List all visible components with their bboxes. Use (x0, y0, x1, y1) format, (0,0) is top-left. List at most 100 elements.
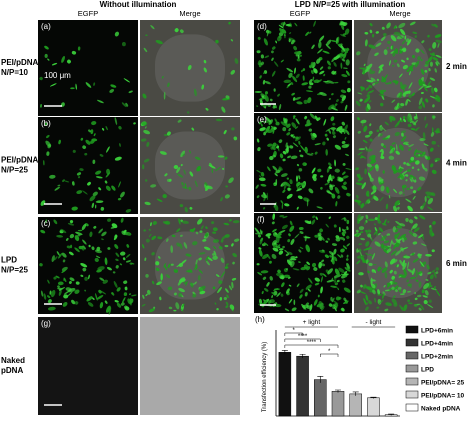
cell (99, 301, 104, 309)
cell (142, 93, 147, 99)
cell (437, 42, 440, 48)
cell (393, 282, 398, 285)
cell (368, 84, 373, 89)
cell (332, 300, 339, 304)
cell (145, 34, 148, 36)
cell (326, 39, 332, 46)
cell (49, 290, 52, 295)
cell (230, 39, 234, 42)
cell (417, 56, 421, 61)
cell (434, 97, 441, 103)
cell (275, 272, 284, 277)
cell (298, 168, 303, 172)
error-bar (317, 376, 324, 383)
cell (365, 241, 370, 247)
cell (212, 231, 217, 234)
cell (194, 180, 198, 187)
cell (429, 147, 434, 152)
cell (364, 31, 369, 35)
cell (207, 257, 213, 262)
cell (392, 80, 399, 84)
cell (358, 226, 365, 231)
cell (323, 81, 329, 83)
cell (74, 289, 80, 294)
cells (354, 112, 441, 212)
cell (299, 246, 304, 250)
cell (285, 148, 289, 153)
cell (84, 289, 87, 292)
cell (414, 297, 418, 301)
cell (146, 141, 150, 147)
cell (425, 278, 429, 282)
cell (400, 293, 405, 295)
cell (254, 90, 262, 93)
cell (302, 162, 307, 166)
cell (339, 21, 346, 25)
cell (432, 104, 435, 108)
cell (319, 228, 323, 233)
cell (296, 206, 299, 210)
cell (346, 192, 351, 197)
cell (430, 87, 434, 94)
cell (213, 250, 217, 257)
cell (111, 292, 114, 295)
cell (338, 267, 345, 274)
cell (310, 61, 314, 68)
cell (145, 179, 148, 182)
cell (355, 182, 364, 186)
cell (141, 121, 148, 126)
cell (340, 254, 344, 258)
cell (413, 116, 417, 119)
cell (316, 117, 321, 121)
cell (406, 116, 411, 123)
cell (372, 289, 376, 295)
cell (424, 196, 427, 203)
cell (225, 288, 229, 293)
cell (381, 26, 385, 30)
cell (177, 119, 182, 123)
significance-bracket (284, 338, 321, 342)
cell (143, 158, 150, 163)
cell (326, 60, 331, 66)
cell (281, 282, 285, 288)
cell (399, 81, 404, 89)
error-bar (352, 391, 359, 396)
cell (369, 165, 375, 172)
cell (105, 126, 108, 131)
cells (255, 113, 352, 212)
cell (93, 133, 96, 137)
cell (189, 171, 194, 177)
cell (163, 264, 168, 271)
cell (334, 144, 342, 150)
cell (290, 82, 294, 85)
cell (198, 257, 202, 261)
cell (290, 134, 294, 137)
cell (392, 64, 395, 67)
cell (362, 67, 366, 75)
cell (114, 244, 119, 249)
cell (82, 267, 87, 272)
cell (399, 73, 403, 78)
cell (368, 300, 372, 305)
cell (271, 50, 274, 54)
cell (389, 258, 396, 265)
cell (378, 299, 384, 305)
cell (425, 98, 429, 103)
cell (75, 231, 83, 236)
cell (371, 239, 374, 242)
row-label: pDNA (1, 366, 23, 375)
cell (331, 243, 337, 247)
cell (125, 231, 132, 236)
cell (425, 85, 432, 88)
cell (332, 131, 336, 135)
cell (377, 266, 381, 272)
cell (39, 263, 43, 267)
cell (391, 44, 394, 51)
cell (341, 144, 349, 149)
cell (334, 168, 340, 173)
cell (406, 57, 409, 61)
cell (411, 177, 414, 180)
cell (374, 226, 377, 232)
cell (226, 294, 229, 299)
cell (294, 67, 296, 74)
